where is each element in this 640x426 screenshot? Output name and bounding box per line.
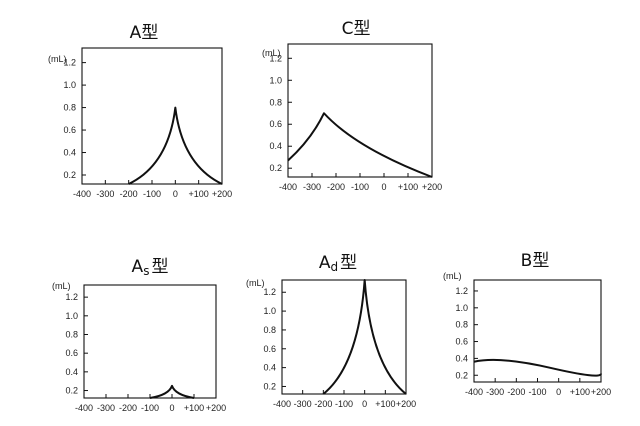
x-tick-label: +200 xyxy=(396,399,416,409)
plot-frame xyxy=(83,284,217,399)
chart-panel-c: C型 (mL) 0.2 0.4 0.6 0.8 1.0 1.2 -400 -300 -200 -100… xyxy=(262,19,442,192)
y-tick-label: 1.2 xyxy=(269,53,282,63)
chart-title: B型 xyxy=(521,251,550,271)
x-tick-label: +100 xyxy=(184,403,204,413)
y-tick-label: 0.8 xyxy=(65,329,78,339)
x-tick-label: +200 xyxy=(591,387,611,397)
y-tick-label: 0.2 xyxy=(455,370,468,380)
x-tick-label: -100 xyxy=(351,182,369,192)
y-tick-label: 1.2 xyxy=(455,286,468,296)
y-tick-label: 0.2 xyxy=(63,170,76,180)
y-tick-label: 1.0 xyxy=(455,303,468,313)
y-axis-unit: (mL) xyxy=(443,271,462,281)
y-tick-label: 1.2 xyxy=(65,292,78,302)
x-tick-label: -200 xyxy=(314,399,332,409)
x-tick-label: -400 xyxy=(75,403,93,413)
y-tick-label: 1.0 xyxy=(263,306,276,316)
x-tick-label: -100 xyxy=(141,403,159,413)
y-tick-label: 0.8 xyxy=(455,320,468,330)
y-axis-unit: (mL) xyxy=(262,48,281,58)
x-tick-label: 0 xyxy=(169,403,174,413)
x-tick-label: +200 xyxy=(206,403,226,413)
y-tick-label: 1.0 xyxy=(269,75,282,85)
x-tick-label: -300 xyxy=(303,182,321,192)
tympanogram-curve-b xyxy=(473,358,602,377)
y-tick-label: 0.2 xyxy=(263,381,276,391)
x-tick-label: -100 xyxy=(143,189,161,199)
chart-title: C型 xyxy=(342,19,371,39)
plot-frame xyxy=(281,279,407,395)
y-tick-label: 0.4 xyxy=(263,363,276,373)
x-tick-label: -200 xyxy=(119,403,137,413)
y-tick-label: 0.6 xyxy=(65,348,78,358)
x-tick-label: +100 xyxy=(398,182,418,192)
tympanogram-curve-as xyxy=(149,384,195,399)
y-tick-label: 0.6 xyxy=(63,125,76,135)
plot-frame xyxy=(473,279,602,383)
x-tick-label: -400 xyxy=(465,387,483,397)
y-tick-label: 0.4 xyxy=(65,367,78,377)
y-tick-label: 0.6 xyxy=(269,119,282,129)
x-tick-label: -200 xyxy=(120,189,138,199)
x-tick-label: -300 xyxy=(294,399,312,409)
x-tick-label: -200 xyxy=(327,182,345,192)
tympanogram-curve-ad xyxy=(322,279,407,395)
x-tick-label: -400 xyxy=(279,182,297,192)
y-tick-label: 1.2 xyxy=(263,287,276,297)
y-tick-label: 0.2 xyxy=(269,163,282,173)
x-tick-label: +200 xyxy=(212,189,232,199)
x-tick-label: -400 xyxy=(73,189,91,199)
tympanogram-curve-c xyxy=(287,112,433,178)
x-tick-label: +200 xyxy=(422,182,442,192)
y-tick-label: 0.8 xyxy=(269,97,282,107)
y-tick-label: 0.6 xyxy=(455,337,468,347)
chart-panel-as: As 型 (mL) 0.2 0.4 0.6 0.8 1.0 1.2 -400 -300 -200 -10… xyxy=(52,257,226,413)
chart-title: A型 xyxy=(130,23,159,43)
x-tick-label: +100 xyxy=(189,189,209,199)
x-tick-label: +100 xyxy=(570,387,590,397)
x-tick-label: -300 xyxy=(97,403,115,413)
y-tick-label: 1.0 xyxy=(65,311,78,321)
x-tick-label: 0 xyxy=(556,387,561,397)
chart-panel-a: A型 (mL) 0.2 0.4 0.6 0.8 1.0 1.2 -400 -300 -200 -100… xyxy=(48,23,232,199)
x-tick-label: 0 xyxy=(173,189,178,199)
y-tick-label: 0.6 xyxy=(263,344,276,354)
plot-frame xyxy=(287,43,433,178)
chart-title: As 型 xyxy=(132,257,169,278)
y-axis-unit: (mL) xyxy=(48,54,67,64)
x-tick-label: +100 xyxy=(375,399,395,409)
y-tick-label: 0.4 xyxy=(269,141,282,151)
y-tick-label: 1.0 xyxy=(63,80,76,90)
x-tick-label: -100 xyxy=(335,399,353,409)
chart-panel-ad: Ad 型 (mL) 0.2 0.4 0.6 0.8 1.0 1.2 -400 -300 -200 -10… xyxy=(246,253,416,409)
x-tick-label: -400 xyxy=(273,399,291,409)
y-tick-label: 0.2 xyxy=(65,386,78,396)
x-tick-label: -300 xyxy=(486,387,504,397)
x-tick-label: 0 xyxy=(362,399,367,409)
x-tick-label: 0 xyxy=(381,182,386,192)
y-axis-unit: (mL) xyxy=(246,278,265,288)
tympanogram-curve-a xyxy=(128,106,223,185)
y-tick-label: 0.4 xyxy=(63,148,76,158)
y-tick-label: 0.8 xyxy=(63,103,76,113)
chart-panel-b: B型 (mL) 0.2 0.4 0.6 0.8 1.0 1.2 -400 -300 -200 -100… xyxy=(443,251,611,397)
x-tick-label: -100 xyxy=(528,387,546,397)
plot-frame xyxy=(81,47,223,185)
x-tick-label: -300 xyxy=(96,189,114,199)
y-tick-label: 0.8 xyxy=(263,325,276,335)
chart-title: Ad 型 xyxy=(319,253,357,274)
y-axis-unit: (mL) xyxy=(52,281,71,291)
y-tick-label: 1.2 xyxy=(63,58,76,68)
x-tick-label: -200 xyxy=(507,387,525,397)
y-tick-label: 0.4 xyxy=(455,353,468,363)
